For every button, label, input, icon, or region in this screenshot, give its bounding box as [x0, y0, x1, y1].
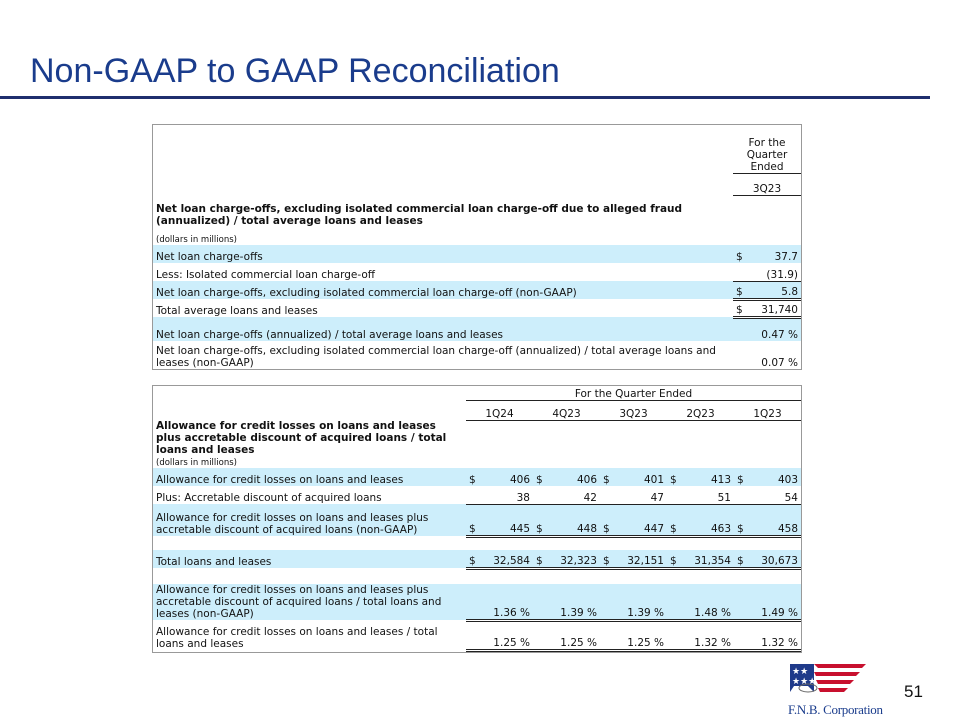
period-header: For the Quarter Ended [466, 386, 801, 401]
table-row: Net loan charge-offs (annualized) / tota… [153, 317, 801, 341]
cell-value: $447 [600, 504, 667, 538]
cell-value: 1.32 % [667, 620, 734, 652]
flag-handshake-icon: ★★ ★★★ [790, 664, 866, 693]
cell-value: $458 [734, 504, 801, 538]
row-label: Allowance for credit losses on loans and… [153, 504, 466, 536]
svg-text:★★: ★★ [792, 667, 808, 677]
cell-value: $463 [667, 504, 734, 538]
section-title: Net loan charge-offs, excluding isolated… [156, 203, 683, 227]
cell-value: 1.39 % [533, 584, 600, 622]
cell-value: 1.25 % [533, 620, 600, 652]
cell-value: $32,323 [533, 550, 600, 570]
title-divider [0, 96, 930, 99]
table-row: Plus: Accretable discount of acquired lo… [153, 486, 801, 505]
cell-value: $445 [466, 504, 533, 538]
cell-value: $413 [667, 468, 734, 486]
row-label: Total loans and leases [153, 550, 466, 568]
page-title: Non-GAAP to GAAP Reconciliation [30, 52, 560, 90]
units-note: (dollars in millions) [156, 458, 237, 468]
cell-value: $31,354 [667, 550, 734, 570]
column-header: 1Q23 [734, 400, 801, 421]
row-label: Allowance for credit losses on loans and… [156, 626, 438, 650]
table-row: Allowance for credit losses on loans and… [153, 584, 801, 622]
cell-value: $406 [533, 468, 600, 486]
page-number: 51 [904, 682, 923, 701]
row-label: Plus: Accretable discount of acquired lo… [156, 492, 382, 504]
spacer-row [153, 568, 801, 584]
svg-text:★★★: ★★★ [792, 677, 816, 687]
cell-value: 54 [734, 486, 801, 505]
row-label: Allowance for credit losses on loans and… [153, 584, 466, 620]
cell-value: $32,151 [600, 550, 667, 570]
cell-value: 1.48 % [667, 584, 734, 622]
units-note: (dollars in millions) [156, 235, 237, 245]
cell-value: 1.25 % [466, 620, 533, 652]
cell-value: $448 [533, 504, 600, 538]
cell-value: 38 [466, 486, 533, 505]
table-row: Allowance for credit losses on loans and… [153, 468, 801, 486]
section-title: Allowance for credit losses on loans and… [156, 420, 447, 456]
cell-value: $32,584 [466, 550, 533, 570]
spacer-row [153, 536, 801, 550]
table-row: Allowance for credit losses on loans and… [153, 620, 801, 652]
table-row: Allowance for credit losses on loans and… [153, 504, 801, 538]
fnb-logo: ★★ ★★★ F.N.B. Corporation [788, 662, 888, 718]
table-row: Net loan charge-offs, excluding isolated… [156, 345, 798, 369]
cell-value: 1.32 % [734, 620, 801, 652]
column-header: 3Q23 [733, 173, 801, 196]
cell-value: $403 [734, 468, 801, 486]
allowance-table: For the Quarter Ended 1Q24 4Q23 3Q23 2Q2… [152, 385, 802, 653]
row-label: Allowance for credit losses on loans and… [153, 468, 466, 486]
table-row: Net loan charge-offs, excluding isolated… [153, 281, 801, 301]
table-row: Net loan charge-offs $37.7 [153, 245, 801, 263]
cell-value: 51 [667, 486, 734, 505]
column-header: 2Q23 [667, 400, 734, 421]
cell-value: 47 [600, 486, 667, 505]
table-row: Less: Isolated commercial loan charge-of… [153, 263, 801, 282]
table-row: Total average loans and leases $31,740 [153, 299, 801, 319]
cell-value: $406 [466, 468, 533, 486]
cell-value: 1.25 % [600, 620, 667, 652]
period-header: For the Quarter Ended [733, 125, 801, 174]
column-header: 3Q23 [600, 400, 667, 421]
cell-value: 42 [533, 486, 600, 505]
ncos-table: For the Quarter Ended 3Q23 Net loan char… [152, 124, 802, 370]
cell-value: $30,673 [734, 550, 801, 570]
cell-value: 1.39 % [600, 584, 667, 622]
column-header: 1Q24 [466, 400, 533, 421]
cell-value: 1.49 % [734, 584, 801, 622]
column-header: 4Q23 [533, 400, 600, 421]
cell-value: $401 [600, 468, 667, 486]
cell-value: 1.36 % [466, 584, 533, 622]
table-row: Total loans and leases $32,584 $32,323 $32,… [153, 550, 801, 570]
